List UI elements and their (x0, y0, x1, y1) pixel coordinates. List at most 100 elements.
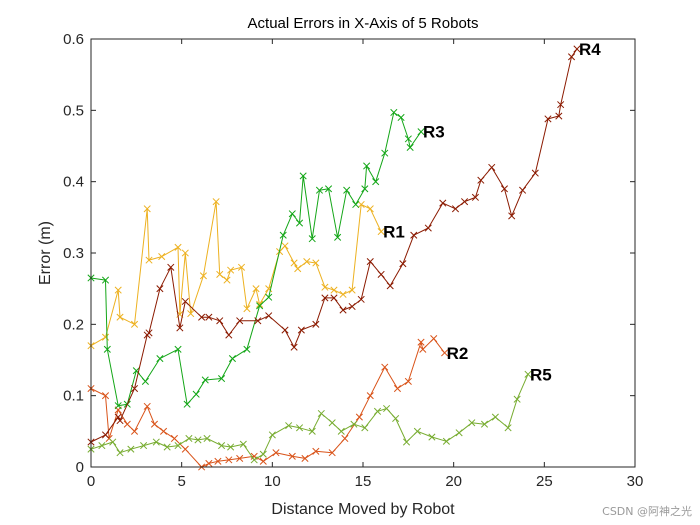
data-point (330, 286, 338, 294)
x-tick-label: 20 (445, 473, 462, 490)
data-point (114, 286, 122, 294)
x-axis-label: Distance Moved by Robot (271, 501, 455, 518)
data-point (390, 108, 398, 117)
data-point (279, 231, 287, 239)
data-point (413, 427, 421, 435)
data-point (150, 420, 159, 428)
data-point (544, 115, 552, 123)
watermark: CSDN @阿神之光 (602, 505, 692, 518)
data-point (243, 305, 251, 313)
data-point (519, 186, 527, 194)
series-label-r3: R3 (423, 123, 445, 142)
data-point (288, 210, 296, 218)
data-point (513, 395, 521, 403)
data-point (366, 392, 374, 400)
data-point (334, 233, 342, 241)
data-point (404, 135, 412, 143)
data-point (239, 440, 247, 448)
y-tick-label: 0.3 (63, 245, 84, 262)
data-point (194, 436, 202, 444)
data-point (192, 390, 200, 398)
data-point (256, 302, 264, 310)
data-point (377, 270, 385, 278)
data-point (198, 313, 206, 321)
data-point (265, 293, 273, 301)
data-point (321, 294, 329, 302)
data-point (406, 143, 414, 151)
data-point (399, 260, 407, 268)
data-point (183, 400, 191, 408)
data-point (236, 454, 244, 462)
data-point (315, 186, 324, 194)
data-point (339, 306, 347, 314)
x-tick-label: 30 (627, 473, 644, 490)
data-point (156, 285, 164, 293)
data-point (557, 101, 565, 109)
data-point (205, 459, 213, 467)
data-point (145, 256, 153, 264)
data-point (216, 270, 224, 278)
data-point (212, 198, 220, 206)
data-point (343, 186, 351, 194)
data-point (555, 112, 563, 120)
data-point (237, 263, 246, 271)
data-point (317, 409, 325, 418)
data-point (352, 200, 360, 209)
data-point (524, 370, 532, 378)
data-point (254, 317, 262, 325)
data-point (290, 343, 298, 351)
data-point (348, 302, 356, 311)
data-point (363, 162, 371, 170)
data-point (156, 355, 164, 363)
data-point (377, 228, 385, 236)
data-point (455, 429, 463, 437)
x-tick-label: 15 (355, 473, 372, 490)
data-point (417, 338, 425, 346)
data-point (383, 404, 391, 413)
data-point (268, 431, 276, 439)
data-point (355, 413, 363, 421)
data-point (361, 424, 369, 432)
data-point (281, 242, 289, 250)
data-point (109, 438, 117, 446)
y-tick-label: 0 (76, 459, 84, 476)
data-point (101, 333, 110, 341)
x-tick-label: 5 (177, 473, 185, 490)
series-r2 (87, 335, 449, 471)
y-axis-label: Error (m) (37, 221, 54, 285)
data-point (410, 231, 418, 239)
data-point (159, 427, 168, 435)
data-point (295, 424, 304, 432)
series-labels: R1 R2 R3 R4 R5 (383, 40, 601, 384)
x-tick-label: 0 (87, 473, 95, 490)
data-point (393, 384, 402, 393)
data-point (295, 219, 304, 227)
data-point (308, 235, 316, 243)
data-point (290, 259, 298, 267)
data-point (205, 313, 213, 321)
data-point (308, 427, 316, 435)
data-point (130, 320, 139, 328)
data-point (272, 449, 280, 457)
data-point (397, 113, 405, 122)
data-point (250, 456, 258, 464)
series-line-r5 (90, 374, 529, 461)
data-point (181, 249, 189, 257)
series-label-r4: R4 (579, 40, 601, 59)
data-point (114, 413, 122, 421)
data-point (216, 317, 224, 325)
data-point (430, 335, 438, 343)
y-tick-label: 0.4 (63, 174, 84, 191)
y-tick-label: 0.5 (63, 102, 84, 119)
data-point (441, 349, 449, 357)
data-point (442, 437, 450, 445)
data-point (297, 326, 305, 334)
data-point (285, 422, 293, 430)
data-point (163, 443, 171, 451)
data-point (324, 185, 333, 193)
data-point (312, 320, 320, 328)
data-point (265, 312, 273, 320)
x-tick-label: 10 (264, 473, 281, 490)
chart-title: Actual Errors in X-Axis of 5 Robots (248, 15, 479, 32)
data-point (381, 149, 389, 157)
